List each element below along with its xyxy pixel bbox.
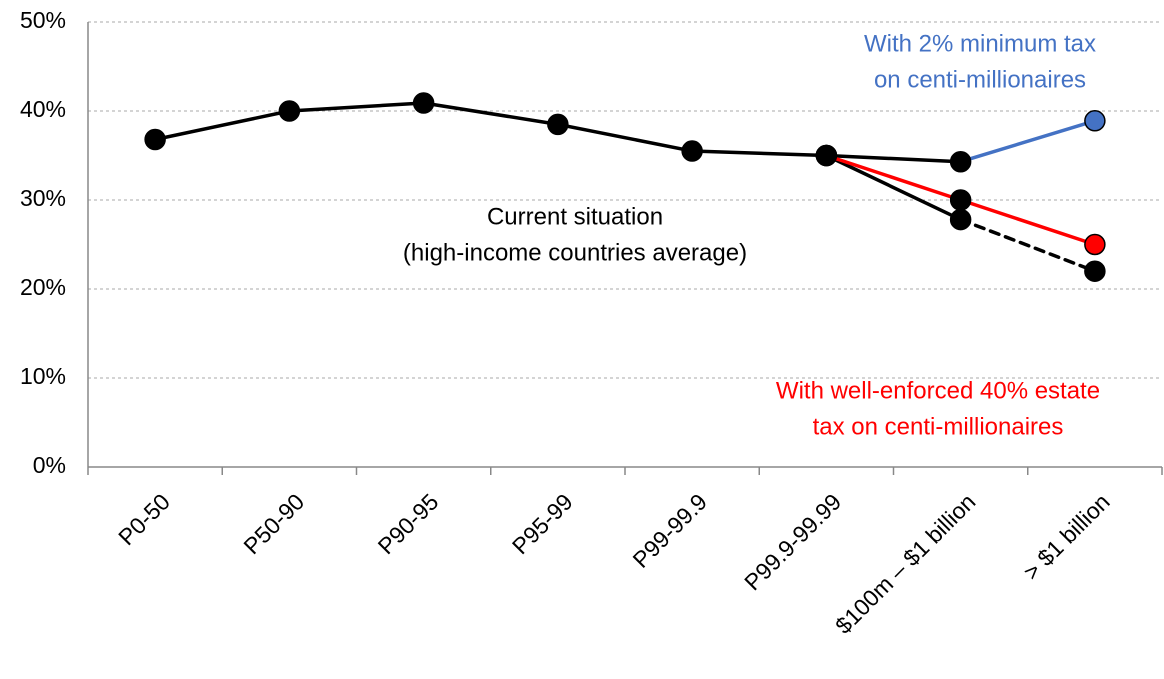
x-tick-label: P90-95 (373, 488, 444, 559)
line-segment (824, 153, 963, 202)
x-tick-label: P0-50 (113, 488, 175, 550)
x-tick-label: P99.9-99.99 (739, 488, 846, 595)
y-tick-label: 0% (33, 452, 66, 478)
x-tick-label: > $1 billion (1018, 488, 1115, 585)
series-annotation: With well-enforced 40% estate (776, 377, 1100, 404)
x-tick-label: P50-90 (238, 488, 309, 559)
point (1084, 110, 1106, 132)
point (815, 144, 838, 167)
line-segment (958, 198, 1097, 247)
point (144, 128, 166, 151)
line-segment (824, 153, 963, 222)
series-annotation: Current situation (487, 203, 663, 230)
point (1084, 260, 1106, 282)
y-tick-label: 10% (20, 363, 66, 389)
line-segment (287, 101, 426, 113)
point (412, 92, 435, 114)
point (949, 150, 972, 173)
markers (144, 92, 1106, 282)
line-segment (153, 109, 292, 142)
point (1084, 233, 1106, 256)
point (681, 140, 703, 162)
line-segment (690, 149, 829, 158)
series-annotation: (high-income countries average) (403, 239, 747, 266)
point (547, 113, 569, 136)
x-tick-label: P95-99 (507, 488, 578, 559)
lines (153, 101, 1097, 273)
point (949, 208, 972, 231)
y-tick-label: 50% (20, 7, 66, 33)
x-tick-label: P99-99.9 (628, 488, 712, 572)
line-segment (958, 119, 1097, 164)
x-tick-label: $100m – $1 billion (830, 488, 980, 638)
series-annotation: With 2% minimum tax (864, 30, 1096, 57)
point (949, 189, 972, 211)
line-segment (824, 153, 963, 164)
line-segment (556, 122, 694, 153)
y-tick-label: 40% (20, 96, 66, 122)
line-segment (958, 217, 1097, 273)
series-annotation: on centi-millionaires (874, 66, 1086, 93)
y-tick-label: 20% (20, 274, 66, 300)
series-annotation: tax on centi-millionaires (813, 413, 1064, 440)
y-tick-label: 30% (20, 185, 66, 211)
line-segment (421, 101, 560, 127)
point (278, 100, 301, 122)
